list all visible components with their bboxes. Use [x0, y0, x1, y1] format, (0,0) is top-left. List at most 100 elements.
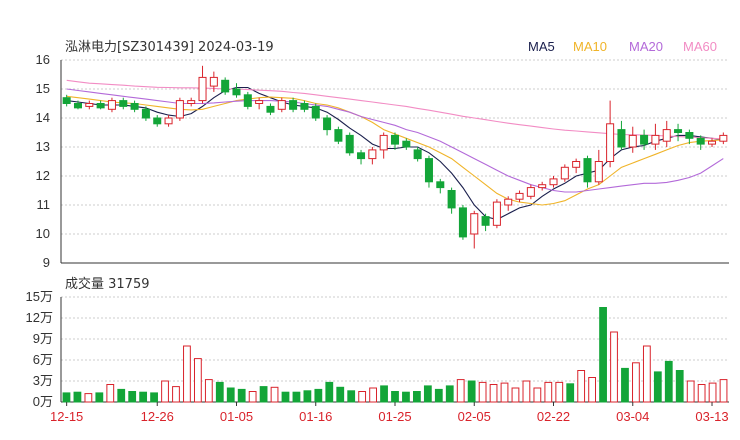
candle-body-up [209, 76, 218, 87]
candle [368, 147, 377, 165]
candle-body-up [708, 140, 717, 145]
price-y-tick: 10 [36, 226, 50, 241]
candle [255, 97, 264, 110]
candle-body-down [357, 152, 366, 160]
price-y-tick: 12 [36, 168, 50, 183]
candle-body-up [175, 100, 184, 119]
volume-bar [62, 392, 71, 403]
candle [549, 176, 558, 188]
candle [107, 97, 116, 113]
volume-bar [270, 386, 279, 403]
volume-bar [708, 382, 717, 403]
volume-bar [719, 379, 728, 403]
volume-bar [325, 381, 334, 403]
volume-y-tick: 15万 [26, 289, 53, 304]
candle [334, 126, 343, 145]
legend: MA5 MA10 MA20 MA60 [528, 39, 717, 54]
volume-bar [675, 370, 684, 403]
candle [447, 187, 456, 214]
candle-body-down [96, 103, 105, 109]
volume-bar [248, 391, 257, 403]
volume-bar [511, 387, 520, 403]
candle-body-up [107, 100, 116, 110]
volume-bar [172, 386, 180, 403]
candle-body-down [674, 129, 683, 134]
candle [674, 123, 683, 142]
volume-bar [226, 387, 235, 403]
candle [458, 205, 467, 240]
legend-ma60: MA60 [683, 39, 717, 54]
volume-bar [632, 362, 640, 403]
volume-y-tick: 9万 [33, 331, 53, 346]
volume-bar [500, 382, 509, 403]
candle [85, 100, 94, 110]
candle [323, 115, 332, 136]
candle [651, 123, 660, 150]
price-y-tick: 15 [36, 81, 50, 96]
candle-body-up [606, 123, 615, 163]
candle [685, 129, 694, 145]
volume-bar [193, 358, 202, 403]
price-y-tick: 16 [36, 52, 50, 67]
volume-y-tick: 6万 [33, 352, 53, 367]
volume-bar [467, 380, 476, 403]
volume-bar [84, 393, 93, 403]
candle-body-up [470, 213, 479, 235]
candle [164, 115, 173, 127]
volume-bar [117, 388, 126, 403]
price-y-tick: 14 [36, 110, 50, 125]
volume-bar [555, 381, 564, 403]
volume-bar [610, 331, 618, 403]
candle-body-down [73, 103, 82, 109]
candle [481, 213, 490, 232]
candle-body-down [62, 97, 71, 104]
candle-body-down [141, 108, 150, 119]
candle [198, 65, 207, 104]
volume-bar [347, 390, 356, 403]
candle-body-up [255, 100, 264, 104]
volume-bar [303, 390, 312, 403]
candle [277, 97, 286, 113]
candle [175, 97, 184, 121]
volume-bar [533, 387, 542, 403]
price-y-tick: 11 [37, 197, 51, 212]
volume-bar [489, 384, 498, 403]
candle-body-down [685, 132, 694, 139]
chart-title: 泓淋电力[SZ301439] 2024-03-19 [65, 40, 274, 55]
candle-body-down [130, 103, 139, 110]
candle-body-up [277, 100, 286, 110]
candle [436, 178, 445, 194]
candle [289, 97, 298, 113]
candle [141, 106, 150, 121]
volume-bar [183, 345, 191, 403]
candle-body-down [300, 103, 309, 110]
date-tick-label: 01-16 [299, 409, 332, 424]
candle [119, 97, 128, 110]
volume-bar [391, 391, 399, 403]
candle [153, 115, 162, 127]
volume-bar [478, 381, 487, 403]
candle [266, 103, 275, 116]
candle-body-down [402, 140, 411, 148]
candle [209, 71, 218, 92]
candle-body-down [232, 88, 241, 96]
candle [402, 138, 411, 150]
candle-body-down [481, 216, 490, 226]
volume-bar [577, 370, 586, 403]
candle-body-down [390, 134, 400, 145]
candle-body-up [85, 103, 94, 107]
candle-body-down [436, 181, 445, 189]
volume-bars [62, 307, 728, 403]
candle-body-down [345, 134, 354, 154]
candle [243, 91, 252, 110]
candle [73, 100, 82, 110]
candlesticks [62, 65, 728, 249]
volume-bar [434, 388, 443, 403]
volume-y-tick: 0万 [33, 394, 53, 409]
candle-body-down [153, 117, 162, 125]
volume-bar [413, 391, 421, 403]
candle [413, 147, 422, 162]
candle [594, 149, 603, 185]
date-tick-label: 12-26 [141, 409, 174, 424]
